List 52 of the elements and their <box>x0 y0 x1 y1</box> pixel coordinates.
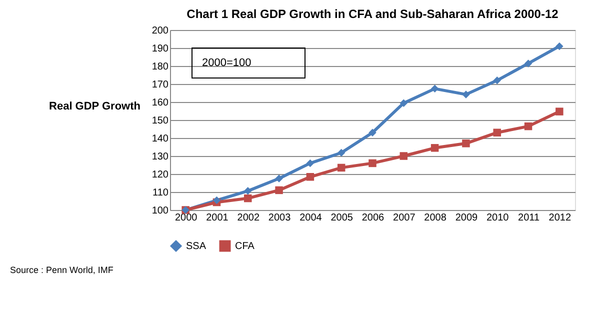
x-tick-label: 2006 <box>362 212 385 224</box>
y-tick-label: 130 <box>152 152 169 162</box>
x-tick-label: 2009 <box>455 212 478 224</box>
y-tick-label: 200 <box>152 26 169 36</box>
y-tick-label: 150 <box>152 116 169 126</box>
y-tick-label: 140 <box>152 134 169 144</box>
x-tick-label: 2000 <box>174 212 198 224</box>
point <box>493 128 501 136</box>
point <box>275 174 283 182</box>
point <box>400 99 408 107</box>
point <box>524 122 532 130</box>
legend-label: SSA <box>186 241 206 252</box>
x-tick-label: 2012 <box>548 212 572 224</box>
source-note: Source : Penn World, IMF <box>10 265 114 275</box>
point <box>400 152 408 160</box>
point <box>275 186 283 194</box>
x-tick-label: 2011 <box>518 212 540 224</box>
legend-label: CFA <box>235 241 255 252</box>
y-tick-label: 190 <box>152 44 169 54</box>
point <box>337 148 346 157</box>
x-tick-label: 2007 <box>393 212 416 224</box>
annotation: 2000=100 <box>202 57 252 69</box>
x-tick-label: 2001 <box>206 212 229 224</box>
point <box>306 159 314 168</box>
x-tick-label: 2010 <box>486 212 510 224</box>
y-axis-title: Real GDP Growth <box>49 100 141 112</box>
x-tick-label: 2003 <box>268 212 292 224</box>
x-tick-label: 2004 <box>300 212 322 224</box>
x-tick-label: 2005 <box>330 212 354 224</box>
point <box>430 144 439 152</box>
point <box>430 84 439 93</box>
chart-title: Chart 1 Real GDP Growth in CFA and Sub-Saharan Africa 2000-12 <box>186 7 559 21</box>
y-tick-label: 180 <box>152 62 169 72</box>
point <box>337 164 346 172</box>
point <box>368 159 376 168</box>
point <box>244 187 252 195</box>
point <box>306 173 314 181</box>
point <box>462 140 470 148</box>
point <box>556 42 564 50</box>
y-tick-label: 170 <box>152 80 169 90</box>
y-tick-label: 100 <box>152 206 169 216</box>
y-tick-label: 120 <box>152 170 169 180</box>
point <box>556 108 564 116</box>
point <box>368 128 376 136</box>
x-tick-label: 2002 <box>237 212 260 224</box>
point <box>244 194 252 202</box>
y-tick-label: 110 <box>152 188 169 198</box>
point <box>493 76 501 84</box>
x-tick-label: 2008 <box>424 212 447 224</box>
point <box>524 60 532 68</box>
y-tick-label: 160 <box>152 98 169 108</box>
point <box>462 90 470 98</box>
